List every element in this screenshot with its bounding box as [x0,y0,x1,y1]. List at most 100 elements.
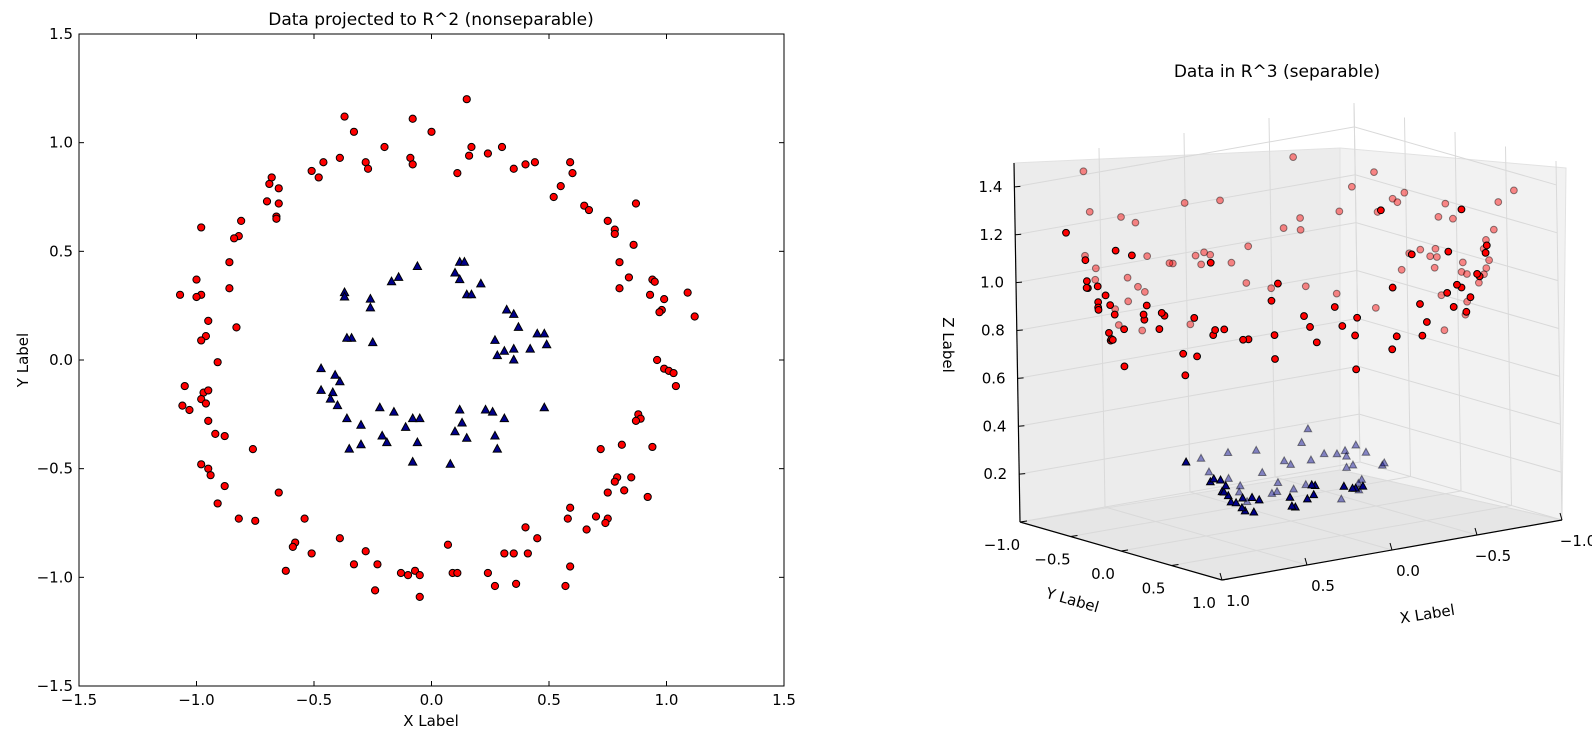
point-outer [175,290,185,299]
point3d-inner [1306,454,1316,464]
point-inner [480,404,491,414]
point-outer [509,164,518,173]
point-outer [230,234,239,243]
point-inner [492,350,503,360]
point-outer [237,216,246,226]
point-outer [307,549,316,558]
point-outer [340,112,349,121]
point3d-inner [1347,483,1358,492]
point3d-outer [1370,168,1378,177]
point-outer [373,560,382,569]
point-inner [374,402,385,412]
point3d-outer [1270,331,1279,340]
point-outer [220,481,229,491]
point-outer [631,416,641,425]
x3-tick-mark [1559,512,1563,521]
chart-2d-points [175,95,699,601]
point-outer [234,514,243,523]
point-inner [332,399,343,410]
point3d-outer [1453,280,1461,289]
point3d-inner [1235,480,1245,490]
point-outer [248,445,257,454]
point-inner [377,430,388,440]
point3d-inner [1221,480,1231,490]
point3d-outer [1190,314,1199,322]
point3d-outer [1131,218,1140,227]
point3d-outer [1179,349,1188,358]
point3d-outer [1155,325,1164,333]
point3d-inner [1379,457,1389,467]
point3d-inner [1303,423,1313,433]
x3-tick-mark [1389,542,1393,551]
x3-tick-label: 0.0 [1396,562,1420,580]
point-outer [653,355,662,365]
point3d-outer [1335,207,1344,216]
point-inner [356,439,366,449]
point-inner [325,393,336,403]
y-tick-label: −1.0 [37,568,73,586]
z-tick-label: 0.4 [983,417,1007,435]
point-inner [541,339,552,349]
z-tick-label: 0.6 [982,369,1006,387]
point-outer [206,471,215,480]
point-outer [307,166,316,176]
point-inner [365,302,376,312]
point-outer [288,542,297,552]
point-outer [603,216,612,226]
point-outer [443,540,453,549]
point-outer [204,316,213,325]
point-inner [539,328,550,338]
point-outer [631,199,641,208]
point3d-outer [1244,242,1253,251]
point3d-outer [1079,167,1088,176]
point3d-outer [1509,186,1518,195]
z-tick-label: 0.2 [983,465,1007,483]
point3d-inner [1351,440,1361,449]
point-inner [539,402,550,412]
point3d-outer [1458,258,1467,267]
point3d-outer [1120,362,1129,371]
point3d-outer [1485,256,1493,265]
point-outer [620,486,629,495]
point-outer [192,292,201,302]
point3d-outer [1400,188,1409,197]
x3-tick-label: 1.0 [1226,592,1250,610]
x-tick-label: −0.5 [296,691,332,709]
point-outer [274,184,283,193]
point3d-outer [1140,288,1149,296]
point-outer [655,308,664,317]
point-outer [561,581,570,591]
point-outer [530,158,540,167]
point-outer [178,401,187,410]
point3d-outer [1462,307,1471,316]
point3d-outer [1466,293,1475,302]
point3d-inner [1307,479,1317,489]
x3-tick-label: 0.5 [1311,577,1335,595]
point3d-outer [1143,252,1152,261]
point-outer [629,240,638,249]
z-tick-label: 1.0 [980,274,1004,292]
point3d-outer [1181,371,1190,380]
point3d-outer [1114,321,1123,329]
chart-3d-zlabel: Z Label [939,317,957,373]
chart-3d: Data in R^3 (separable) 0.2 0.4 0.6 0.8 1.0 1… [939,62,1592,627]
point-inner [330,369,341,379]
point-outer [643,492,652,502]
point-outer [483,149,492,158]
point-outer [462,95,471,104]
point3d-outer [1211,326,1220,334]
y-gridline [1171,146,1513,566]
point3d-outer [1351,331,1360,340]
point3d-outer [1440,326,1449,335]
point3d-inner [1223,473,1234,482]
point-outer [669,368,678,378]
z-tick-mark [1019,473,1026,475]
point3d-inner [1237,502,1247,512]
point3d-outer [1407,250,1416,259]
point-outer [185,405,194,415]
chart-2d-ticks: −1.5 −1.0 −0.5 0.0 0.5 1.0 1.5 −1.5 −1.0 −0.5 0.0 0… [37,25,796,709]
point-outer [615,258,624,267]
point-outer [361,547,370,556]
point3d-inner [1219,486,1229,496]
point3d-inner [1302,493,1312,503]
